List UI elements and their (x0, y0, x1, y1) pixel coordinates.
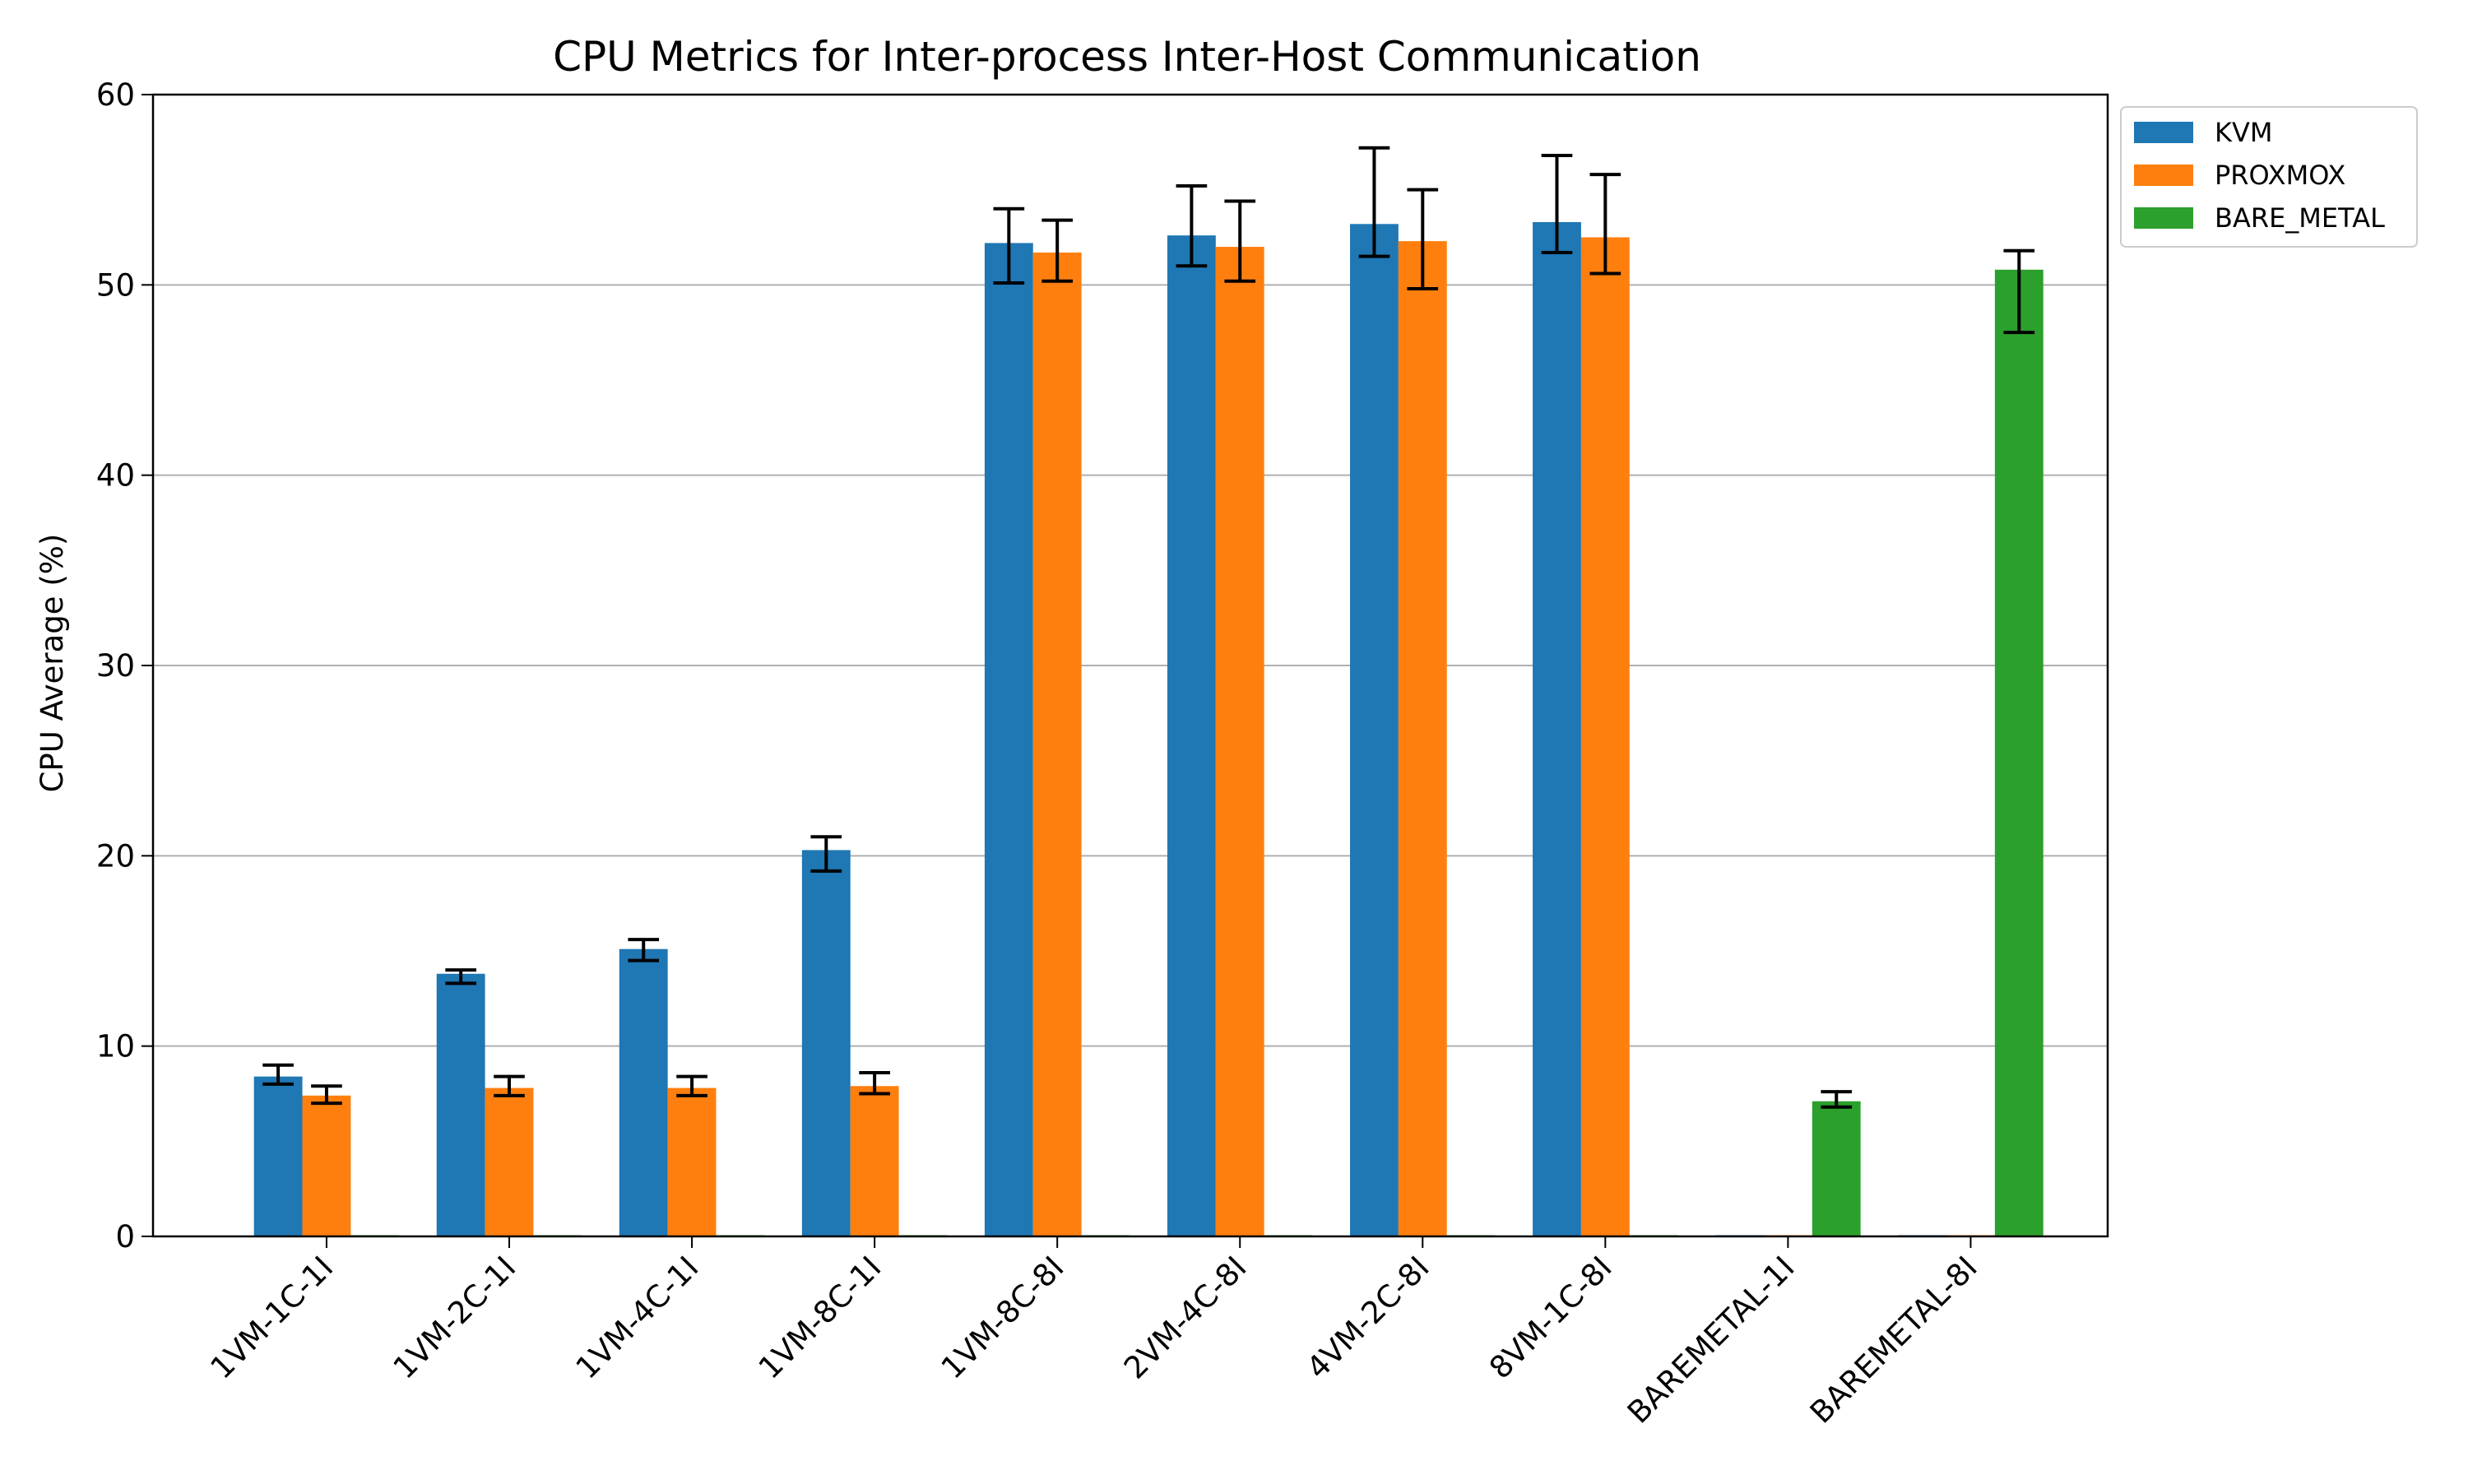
y-tick-label: 60 (96, 77, 135, 113)
bar-kvm (1533, 221, 1581, 1236)
bar-kvm (619, 948, 668, 1236)
bar-proxmox (302, 1095, 351, 1236)
error-bars (262, 146, 2035, 1109)
bar-bare_metal (1994, 269, 2044, 1236)
bar-kvm (253, 1076, 303, 1236)
y-ticks: 0 10 20 30 40 50 60 (96, 77, 153, 1254)
bar-kvm (1167, 235, 1216, 1237)
bar-proxmox (1580, 237, 1630, 1236)
legend-swatch-kvm (2134, 122, 2193, 143)
legend-box (2120, 106, 2418, 248)
y-tick-label: 40 (96, 458, 135, 494)
bar-proxmox (850, 1086, 899, 1236)
y-tick-label: 10 (96, 1029, 135, 1064)
y-tick-label: 20 (96, 838, 135, 874)
bar-kvm (984, 243, 1033, 1237)
y-tick-label: 0 (115, 1219, 135, 1254)
chart-title: CPU Metrics for Inter-process Inter-Host… (553, 33, 1701, 81)
legend-swatch-bare_metal (2134, 207, 2193, 229)
y-axis-label: CPU Average (%) (35, 534, 70, 793)
bar-bare_metal (1812, 1101, 1861, 1236)
y-tick-label: 30 (96, 648, 135, 684)
legend-label: PROXMOX (2215, 160, 2345, 191)
bar-proxmox (1215, 247, 1264, 1237)
bar-proxmox (485, 1087, 534, 1236)
bars (253, 221, 2044, 1237)
bar-proxmox (1398, 241, 1447, 1236)
legend-label: BARE_METAL (2215, 202, 2385, 234)
legend-label: KVM (2215, 117, 2272, 148)
bar-proxmox (1032, 253, 1082, 1237)
y-tick-label: 50 (96, 267, 135, 303)
legend: KVM PROXMOX BARE_METAL (2120, 106, 2418, 248)
bar-kvm (1350, 224, 1399, 1237)
bar-kvm (801, 850, 851, 1236)
bar-kvm (436, 973, 485, 1236)
bar-proxmox (667, 1087, 717, 1236)
legend-swatch-proxmox (2134, 165, 2193, 186)
